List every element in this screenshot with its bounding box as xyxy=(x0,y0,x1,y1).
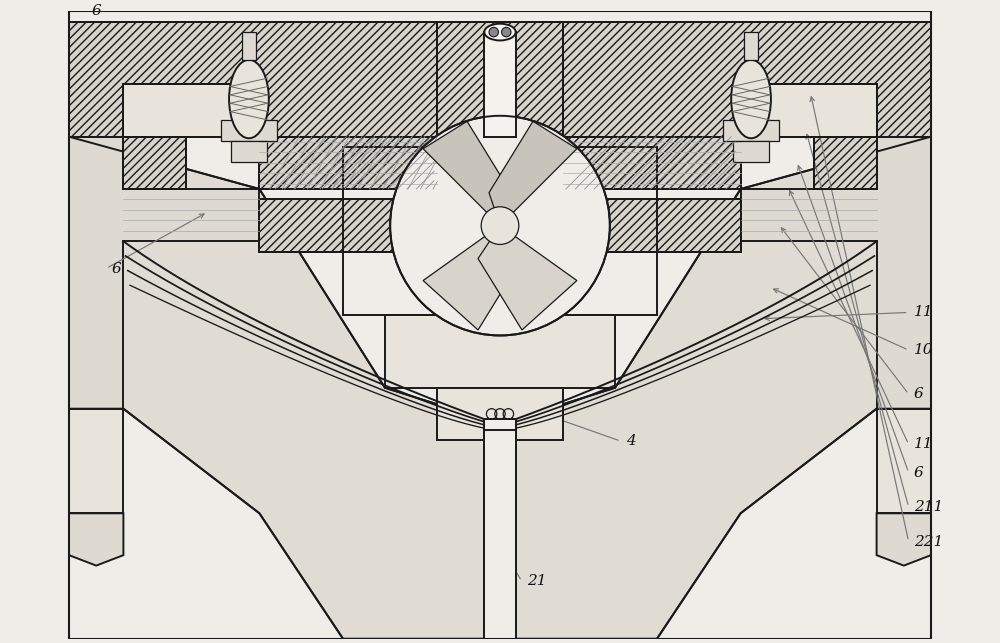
Polygon shape xyxy=(69,409,123,513)
Polygon shape xyxy=(69,513,123,566)
Bar xyxy=(437,388,563,440)
Bar xyxy=(484,419,516,628)
Ellipse shape xyxy=(484,24,516,41)
Text: 6: 6 xyxy=(92,4,102,18)
Text: 221: 221 xyxy=(914,534,943,548)
Bar xyxy=(385,314,615,388)
Bar xyxy=(259,137,741,189)
Text: 11: 11 xyxy=(914,305,933,320)
Polygon shape xyxy=(69,137,259,409)
Polygon shape xyxy=(259,199,741,252)
Polygon shape xyxy=(423,226,522,330)
Bar xyxy=(123,137,186,189)
Bar xyxy=(741,84,877,137)
Bar xyxy=(814,137,877,189)
Polygon shape xyxy=(123,137,186,189)
Bar xyxy=(723,120,779,141)
Polygon shape xyxy=(69,22,437,137)
Text: 10: 10 xyxy=(914,343,933,357)
Bar xyxy=(744,32,758,60)
Bar xyxy=(221,120,277,141)
Polygon shape xyxy=(69,137,484,639)
Ellipse shape xyxy=(731,60,771,138)
Polygon shape xyxy=(123,84,259,137)
Circle shape xyxy=(481,207,519,244)
Bar xyxy=(563,22,931,137)
Text: 211: 211 xyxy=(914,500,943,514)
Bar xyxy=(484,430,516,639)
Polygon shape xyxy=(741,84,877,137)
Polygon shape xyxy=(259,137,741,189)
Polygon shape xyxy=(814,137,877,189)
Text: 4: 4 xyxy=(626,434,636,448)
Polygon shape xyxy=(437,22,563,137)
Bar xyxy=(437,22,563,137)
Polygon shape xyxy=(423,122,511,226)
Circle shape xyxy=(489,28,498,37)
Bar xyxy=(484,32,516,137)
Polygon shape xyxy=(741,137,931,409)
Polygon shape xyxy=(478,226,577,330)
Polygon shape xyxy=(489,122,577,226)
Bar xyxy=(343,147,657,314)
Polygon shape xyxy=(877,513,931,566)
Text: 6: 6 xyxy=(111,262,121,275)
Polygon shape xyxy=(563,22,931,137)
Bar xyxy=(259,137,741,189)
Circle shape xyxy=(502,28,511,37)
Bar xyxy=(231,141,267,162)
Bar xyxy=(484,419,516,639)
Text: 6: 6 xyxy=(914,466,924,480)
Bar xyxy=(259,199,741,252)
Text: 21: 21 xyxy=(527,574,546,588)
Bar xyxy=(242,32,256,60)
Bar xyxy=(733,141,769,162)
Circle shape xyxy=(390,116,610,336)
Polygon shape xyxy=(516,137,931,639)
Bar xyxy=(259,199,741,252)
Text: 11: 11 xyxy=(914,437,933,451)
Ellipse shape xyxy=(229,60,269,138)
Polygon shape xyxy=(877,409,931,513)
Bar xyxy=(69,22,437,137)
Bar xyxy=(123,84,259,137)
Text: 6: 6 xyxy=(914,387,924,401)
